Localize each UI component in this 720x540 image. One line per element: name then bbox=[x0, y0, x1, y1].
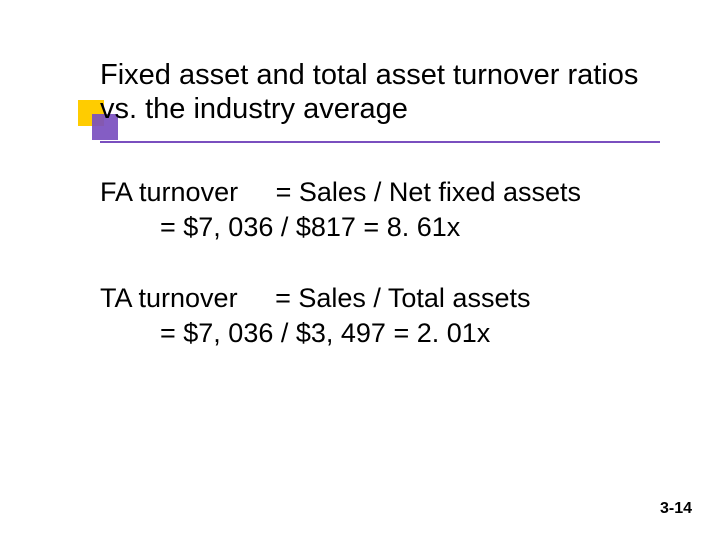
ta-calc-row: = $7, 036 / $3, 497 = 2. 01x bbox=[100, 316, 660, 351]
fa-formula: = Sales / Net fixed assets bbox=[276, 177, 581, 207]
fa-calc-row: = $7, 036 / $817 = 8. 61x bbox=[100, 210, 660, 245]
ta-label: TA turnover bbox=[100, 283, 238, 313]
ta-formula-row: TA turnover = Sales / Total assets bbox=[100, 281, 660, 316]
title-underline bbox=[100, 141, 660, 143]
ta-formula: = Sales / Total assets bbox=[275, 283, 530, 313]
slide-body: FA turnover = Sales / Net fixed assets =… bbox=[100, 175, 660, 351]
slide: Fixed asset and total asset turnover rat… bbox=[0, 0, 720, 540]
title-block: Fixed asset and total asset turnover rat… bbox=[100, 58, 640, 126]
slide-title: Fixed asset and total asset turnover rat… bbox=[100, 58, 640, 126]
page-number: 3-14 bbox=[660, 500, 692, 518]
fa-formula-row: FA turnover = Sales / Net fixed assets bbox=[100, 175, 660, 210]
fa-label: FA turnover bbox=[100, 177, 238, 207]
spacer bbox=[100, 245, 660, 281]
